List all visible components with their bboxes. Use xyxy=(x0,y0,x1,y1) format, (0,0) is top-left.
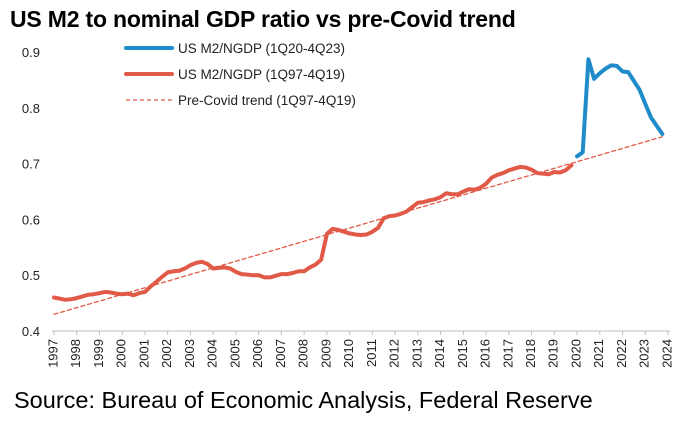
x-tick-label: 2020 xyxy=(568,339,583,368)
y-tick-label: 0.5 xyxy=(22,268,40,283)
x-tick-label: 2006 xyxy=(250,339,265,368)
x-tick-label: 2009 xyxy=(318,339,333,368)
x-tick-label: 2022 xyxy=(614,339,629,368)
x-tick-label: 1998 xyxy=(68,339,83,368)
legend-label-2: Pre-Covid trend (1Q97-4Q19) xyxy=(178,93,356,108)
x-tick-label: 2000 xyxy=(114,339,129,368)
x-tick-label: 2003 xyxy=(182,339,197,368)
x-tick-labels: 1997 1998 1999 2000 2001 2002 2003 2004 2005 2006… xyxy=(45,331,674,368)
x-tick-label: 2014 xyxy=(432,339,447,368)
x-tick-label: 2021 xyxy=(591,339,606,368)
x-tick-label: 2004 xyxy=(205,339,220,368)
x-tick-label: 2017 xyxy=(500,339,515,368)
series-line-0 xyxy=(575,57,665,159)
x-tick-label: 2005 xyxy=(227,339,242,368)
y-tick-label: 0.7 xyxy=(22,157,40,172)
line-chart: 0.4 0.5 0.6 0.7 0.8 0.9 1997 1998 1999 2000 2001 2… xyxy=(22,41,675,368)
x-tick-label: 2018 xyxy=(523,339,538,368)
x-tick-label: 2002 xyxy=(159,339,174,368)
source-note: Source: Bureau of Economic Analysis, Fed… xyxy=(14,387,593,413)
x-tick-label: 2012 xyxy=(387,339,402,368)
x-tick-label: 2024 xyxy=(659,339,674,368)
legend-label-1: US M2/NGDP (1Q97-4Q19) xyxy=(178,67,345,82)
chart-title: US M2 to nominal GDP ratio vs pre-Covid … xyxy=(10,6,516,32)
x-tick-label: 2008 xyxy=(296,339,311,368)
y-tick-label: 0.9 xyxy=(22,45,40,60)
x-tick-label: 1997 xyxy=(45,339,60,368)
legend-label-0: US M2/NGDP (1Q20-4Q23) xyxy=(178,41,345,56)
legend: US M2/NGDP (1Q20-4Q23) US M2/NGDP (1Q97-4… xyxy=(124,41,356,108)
series-lines xyxy=(52,57,665,315)
x-tick-label: 2015 xyxy=(455,339,470,368)
x-tick-label: 2013 xyxy=(409,339,424,368)
x-tick-label: 2023 xyxy=(637,339,652,368)
x-tick-label: 1999 xyxy=(91,339,106,368)
x-tick-label: 2007 xyxy=(273,339,288,368)
x-tick-label: 2011 xyxy=(364,339,379,367)
x-tick-label: 2016 xyxy=(478,339,493,368)
y-tick-label: 0.6 xyxy=(22,212,40,227)
x-tick-label: 2010 xyxy=(341,339,356,368)
x-tick-label: 2019 xyxy=(546,339,561,368)
y-tick-label: 0.4 xyxy=(22,324,40,339)
series-line-1 xyxy=(52,163,574,302)
y-tick-label: 0.8 xyxy=(22,101,40,116)
y-tick-labels: 0.4 0.5 0.6 0.7 0.8 0.9 xyxy=(22,45,40,339)
x-tick-label: 2001 xyxy=(136,339,151,368)
